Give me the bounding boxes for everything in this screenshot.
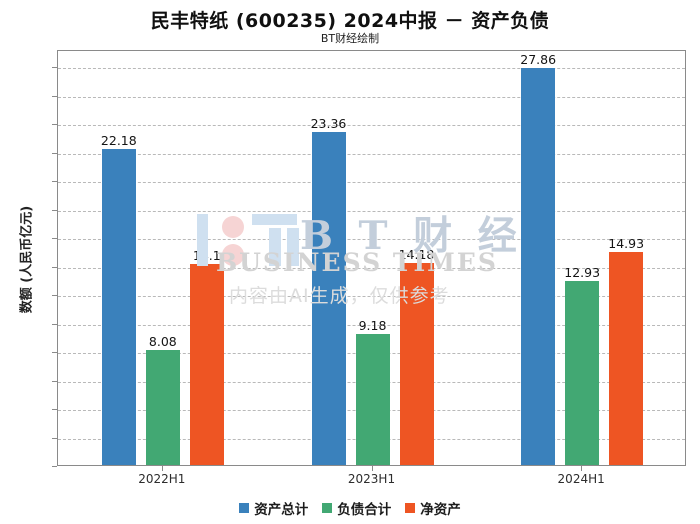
y-axis-tick-mark (52, 95, 57, 97)
x-axis-tick-label: 2023H1 (347, 472, 396, 486)
chart-title: 民丰特纸 (600235) 2024中报 － 资产负债 (150, 10, 550, 32)
bar-value-label: 22.18 (100, 133, 137, 148)
bar-value-label: 23.36 (310, 116, 347, 132)
gridline (58, 210, 685, 212)
legend-item[interactable]: 净资产 (405, 498, 461, 518)
bar-value-label: 9.18 (358, 318, 387, 334)
y-axis-tick-mark (52, 67, 57, 69)
y-axis-tick-mark (52, 295, 57, 297)
x-axis-tick-mark (371, 466, 373, 471)
gridline (58, 296, 685, 298)
chart-legend: 资产总计 负债合计 净资产 (0, 498, 700, 518)
x-axis-tick-label: 2024H1 (557, 472, 605, 486)
bar[interactable] (565, 280, 600, 465)
y-axis-tick-mark (52, 352, 57, 354)
legend-label: 资产总计 (254, 502, 309, 518)
bar[interactable] (355, 334, 390, 465)
gridline (58, 324, 685, 326)
legend-swatch-icon (322, 503, 333, 513)
y-axis-tick-mark (52, 152, 57, 154)
y-axis-tick-mark (52, 380, 57, 382)
bar[interactable] (189, 264, 224, 465)
legend-label: 净资产 (420, 502, 461, 518)
bar[interactable] (521, 68, 556, 465)
y-axis-tick-mark (52, 181, 57, 183)
bar[interactable] (101, 149, 136, 465)
gridline (58, 239, 685, 241)
legend-item[interactable]: 负债合计 (322, 498, 391, 518)
gridline (58, 182, 685, 184)
bar[interactable] (311, 132, 346, 465)
legend-item[interactable]: 资产总计 (239, 498, 308, 518)
bar[interactable] (609, 252, 644, 465)
x-axis-tick-label: 2022H1 (138, 472, 186, 486)
legend-swatch-icon (405, 503, 416, 513)
y-axis-tick-mark (52, 437, 57, 439)
bar-value-label: 14.1 (192, 248, 221, 264)
x-axis-tick-mark (161, 466, 163, 471)
bar-value-label: 14.18 (398, 246, 435, 262)
y-axis-tick-mark (52, 466, 57, 467)
gridline (58, 153, 685, 155)
y-axis-tick-mark (52, 124, 57, 126)
bar-value-label: 14.93 (608, 236, 645, 252)
y-axis-tick-mark (52, 238, 57, 240)
y-axis-tick-mark (52, 266, 57, 268)
y-axis-tick-mark (52, 323, 57, 325)
y-axis-title: 数额 (人民币亿元) (19, 205, 35, 314)
bar[interactable] (145, 349, 180, 465)
bar-value-label: 12.93 (564, 264, 601, 280)
chart-subtitle: BT财经绘制 (320, 32, 380, 45)
gridline (58, 267, 685, 269)
legend-label: 负债合计 (337, 502, 392, 518)
y-axis-tick-mark (52, 409, 57, 410)
bar[interactable] (399, 262, 434, 465)
plot-area: 22.18 8.08 14.1 23.36 9.18 14.18 27.86 12.93 14.… (57, 50, 686, 466)
gridline (58, 125, 685, 127)
gridline (58, 96, 685, 98)
y-axis-tick-mark (52, 209, 57, 211)
bar-value-label: 27.86 (520, 52, 557, 68)
legend-swatch-icon (239, 503, 250, 513)
x-axis-tick-mark (581, 466, 583, 471)
gridline (58, 68, 685, 70)
bar-value-label: 8.08 (148, 333, 177, 349)
